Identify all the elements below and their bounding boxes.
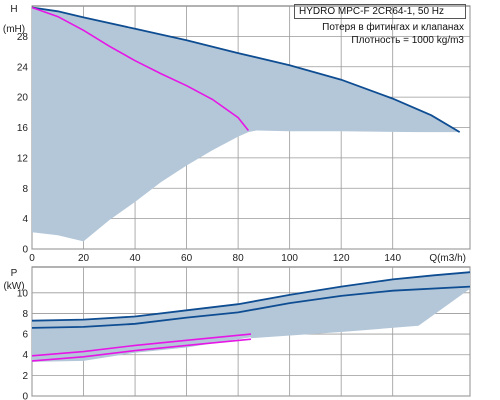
y-tick-label: 0 — [22, 392, 28, 400]
loss-note: Потеря в фитингах и клапанах — [322, 22, 464, 33]
power-y-axis-label: P — [11, 268, 18, 279]
x-tick-label: 40 — [129, 253, 141, 264]
y-tick-label: 16 — [17, 123, 29, 134]
head-y-axis-unit: (mH) — [3, 24, 25, 35]
x-tick-label: 0 — [29, 253, 35, 264]
y-tick-label: 0 — [22, 245, 28, 256]
y-tick-label: 24 — [17, 62, 29, 73]
x-tick-label: 100 — [281, 253, 298, 264]
y-tick-label: 6 — [22, 330, 28, 341]
power-y-axis-unit: (kW) — [3, 281, 24, 292]
x-tick-label: 120 — [333, 253, 350, 264]
x-tick-label: 20 — [78, 253, 90, 264]
y-tick-label: 20 — [17, 93, 29, 104]
head-y-axis-label: H — [10, 4, 17, 15]
x-tick-label: 80 — [233, 253, 245, 264]
x-tick-label: 140 — [384, 253, 401, 264]
x-axis-label: Q(m3/h) — [429, 253, 466, 264]
y-tick-label: 4 — [22, 350, 28, 361]
pump-model-title: HYDRO MPC-F 2CR64-1, 50 Hz — [294, 4, 466, 19]
y-tick-label: 8 — [22, 309, 28, 320]
chart-info-box: HYDRO MPC-F 2CR64-1, 50 Hz Потеря в фити… — [294, 4, 468, 48]
y-tick-label: 2 — [22, 371, 28, 382]
y-tick-label: 8 — [22, 184, 28, 195]
y-tick-label: 12 — [17, 153, 29, 164]
x-tick-label: 60 — [181, 253, 193, 264]
y-tick-label: 4 — [22, 214, 28, 225]
density-note: Плотность = 1000 kg/m3 — [351, 35, 464, 46]
